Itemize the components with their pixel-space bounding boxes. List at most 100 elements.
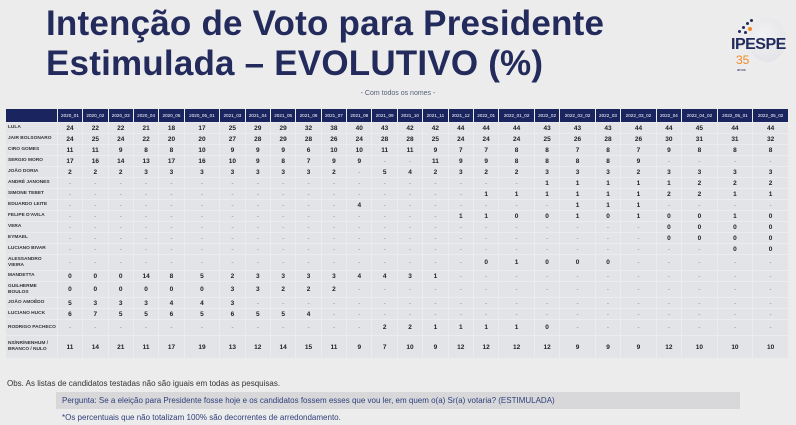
table-row: ANDRÉ JANONES - - - - - - - - - - - - - - - - - -1 1 1 1 1 2 2 2: [6, 178, 788, 188]
vote-percentage-cell: 12: [448, 336, 473, 358]
table-row: JOÃO DORIA 2 2 2 3 3 3 3 3 3 3 2-5 4 2 3 2 2 3 3 3 2 3 3 3 3: [6, 167, 788, 177]
vote-percentage-cell: -: [296, 211, 321, 221]
candidate-name: CIRO GOMES: [6, 145, 57, 155]
vote-percentage-cell: 1: [621, 189, 656, 199]
vote-percentage-cell: 44: [717, 123, 753, 133]
vote-percentage-cell: 6: [57, 309, 83, 319]
table-header-row: 2020_01 2020_02 2020_03 2020_04 2020_05 2020_…: [6, 109, 788, 122]
vote-percentage-cell: 3: [220, 167, 245, 177]
vote-percentage-cell: -: [397, 298, 423, 308]
vote-percentage-cell: -: [184, 233, 220, 243]
vote-percentage-cell: -: [423, 233, 448, 243]
vote-percentage-cell: 43: [534, 123, 560, 133]
vote-percentage-cell: 7: [448, 145, 473, 155]
vote-percentage-cell: 16: [83, 156, 108, 166]
vote-percentage-cell: -: [83, 244, 108, 254]
vote-percentage-cell: 5: [372, 167, 397, 177]
vote-percentage-cell: -: [372, 156, 397, 166]
logo-dot-icon: [750, 19, 753, 22]
vote-percentage-cell: 0: [133, 282, 159, 297]
vote-percentage-cell: 1: [621, 178, 656, 188]
vote-percentage-cell: 22: [108, 123, 133, 133]
vote-percentage-cell: -: [57, 320, 83, 335]
vote-percentage-cell: -: [717, 309, 753, 319]
vote-percentage-cell: -: [534, 244, 560, 254]
vote-percentage-cell: -: [621, 309, 656, 319]
globe-icon: [748, 18, 786, 62]
vote-percentage-cell: 44: [473, 123, 499, 133]
vote-percentage-cell: 2: [397, 320, 423, 335]
vote-percentage-cell: 44: [499, 123, 534, 133]
vote-percentage-cell: -: [656, 320, 682, 335]
vote-percentage-cell: -: [560, 244, 595, 254]
vote-percentage-cell: -: [560, 233, 595, 243]
vote-percentage-cell: 4: [347, 200, 372, 210]
vote-percentage-cell: 20: [184, 134, 220, 144]
vote-percentage-cell: 9: [108, 145, 133, 155]
vote-percentage-cell: -: [245, 244, 270, 254]
vote-percentage-cell: 0: [682, 233, 717, 243]
vote-percentage-cell: 22: [133, 134, 159, 144]
vote-percentage-cell: 10: [347, 145, 372, 155]
vote-percentage-cell: -: [372, 178, 397, 188]
table-row: SIMONE TEBET - - - - - - - - - - - - - - - -1 1 1 1 1 1 2 2 1 1: [6, 189, 788, 199]
vote-percentage-cell: 3: [296, 167, 321, 177]
vote-percentage-cell: -: [372, 244, 397, 254]
vote-percentage-cell: -: [347, 189, 372, 199]
vote-percentage-cell: 0: [656, 222, 682, 232]
vote-percentage-cell: 0: [83, 271, 108, 281]
vote-percentage-cell: 3: [560, 167, 595, 177]
vote-percentage-cell: 4: [372, 271, 397, 281]
vote-percentage-cell: -: [682, 244, 717, 254]
vote-percentage-cell: 0: [753, 211, 788, 221]
vote-percentage-cell: 11: [57, 145, 83, 155]
vote-percentage-cell: -: [159, 320, 184, 335]
vote-percentage-cell: 0: [108, 271, 133, 281]
vote-percentage-cell: 11: [321, 336, 347, 358]
vote-percentage-cell: 9: [245, 156, 270, 166]
vote-percentage-cell: -: [83, 200, 108, 210]
vote-percentage-cell: -: [372, 189, 397, 199]
vote-percentage-cell: 12: [473, 336, 499, 358]
vote-percentage-cell: -: [108, 233, 133, 243]
vote-percentage-cell: 3: [184, 167, 220, 177]
vote-percentage-cell: -: [656, 244, 682, 254]
vote-percentage-cell: -: [245, 211, 270, 221]
vote-percentage-cell: -: [682, 271, 717, 281]
vote-percentage-cell: 1: [448, 211, 473, 221]
vote-percentage-cell: 3: [448, 167, 473, 177]
vote-percentage-cell: 40: [347, 123, 372, 133]
vote-percentage-cell: -: [159, 244, 184, 254]
vote-percentage-cell: 14: [133, 271, 159, 281]
vote-percentage-cell: -: [656, 271, 682, 281]
vote-percentage-cell: -: [499, 178, 534, 188]
vote-percentage-cell: -: [621, 255, 656, 270]
table-row: NS/NR/NENHUM / BRANCO / NULO 11 14 21 11 17 19…: [6, 336, 788, 358]
vote-percentage-cell: -: [621, 282, 656, 297]
vote-percentage-cell: 9: [560, 336, 595, 358]
vote-percentage-cell: 1: [595, 189, 621, 199]
vote-percentage-cell: -: [108, 244, 133, 254]
vote-percentage-cell: 12: [656, 336, 682, 358]
vote-percentage-cell: 43: [372, 123, 397, 133]
vote-percentage-cell: -: [621, 271, 656, 281]
vote-percentage-cell: -: [397, 244, 423, 254]
logo-accent-dot-icon: [748, 27, 752, 31]
column-header: 2021_03: [220, 109, 245, 122]
vote-percentage-cell: -: [133, 244, 159, 254]
vote-percentage-cell: 42: [397, 123, 423, 133]
vote-percentage-cell: -: [753, 309, 788, 319]
vote-percentage-cell: 1: [595, 200, 621, 210]
column-header: 2020_05_01: [184, 109, 220, 122]
vote-percentage-cell: 10: [397, 336, 423, 358]
vote-percentage-cell: -: [159, 200, 184, 210]
vote-percentage-cell: 21: [133, 123, 159, 133]
vote-percentage-cell: 38: [321, 123, 347, 133]
column-header: 2021_08: [347, 109, 372, 122]
vote-percentage-cell: 11: [57, 336, 83, 358]
logo-dot-icon: [746, 22, 749, 25]
vote-percentage-cell: -: [296, 298, 321, 308]
vote-percentage-cell: -: [133, 233, 159, 243]
candidate-name: ALESSANDRO VIEIRA: [6, 255, 57, 270]
vote-percentage-cell: -: [682, 309, 717, 319]
